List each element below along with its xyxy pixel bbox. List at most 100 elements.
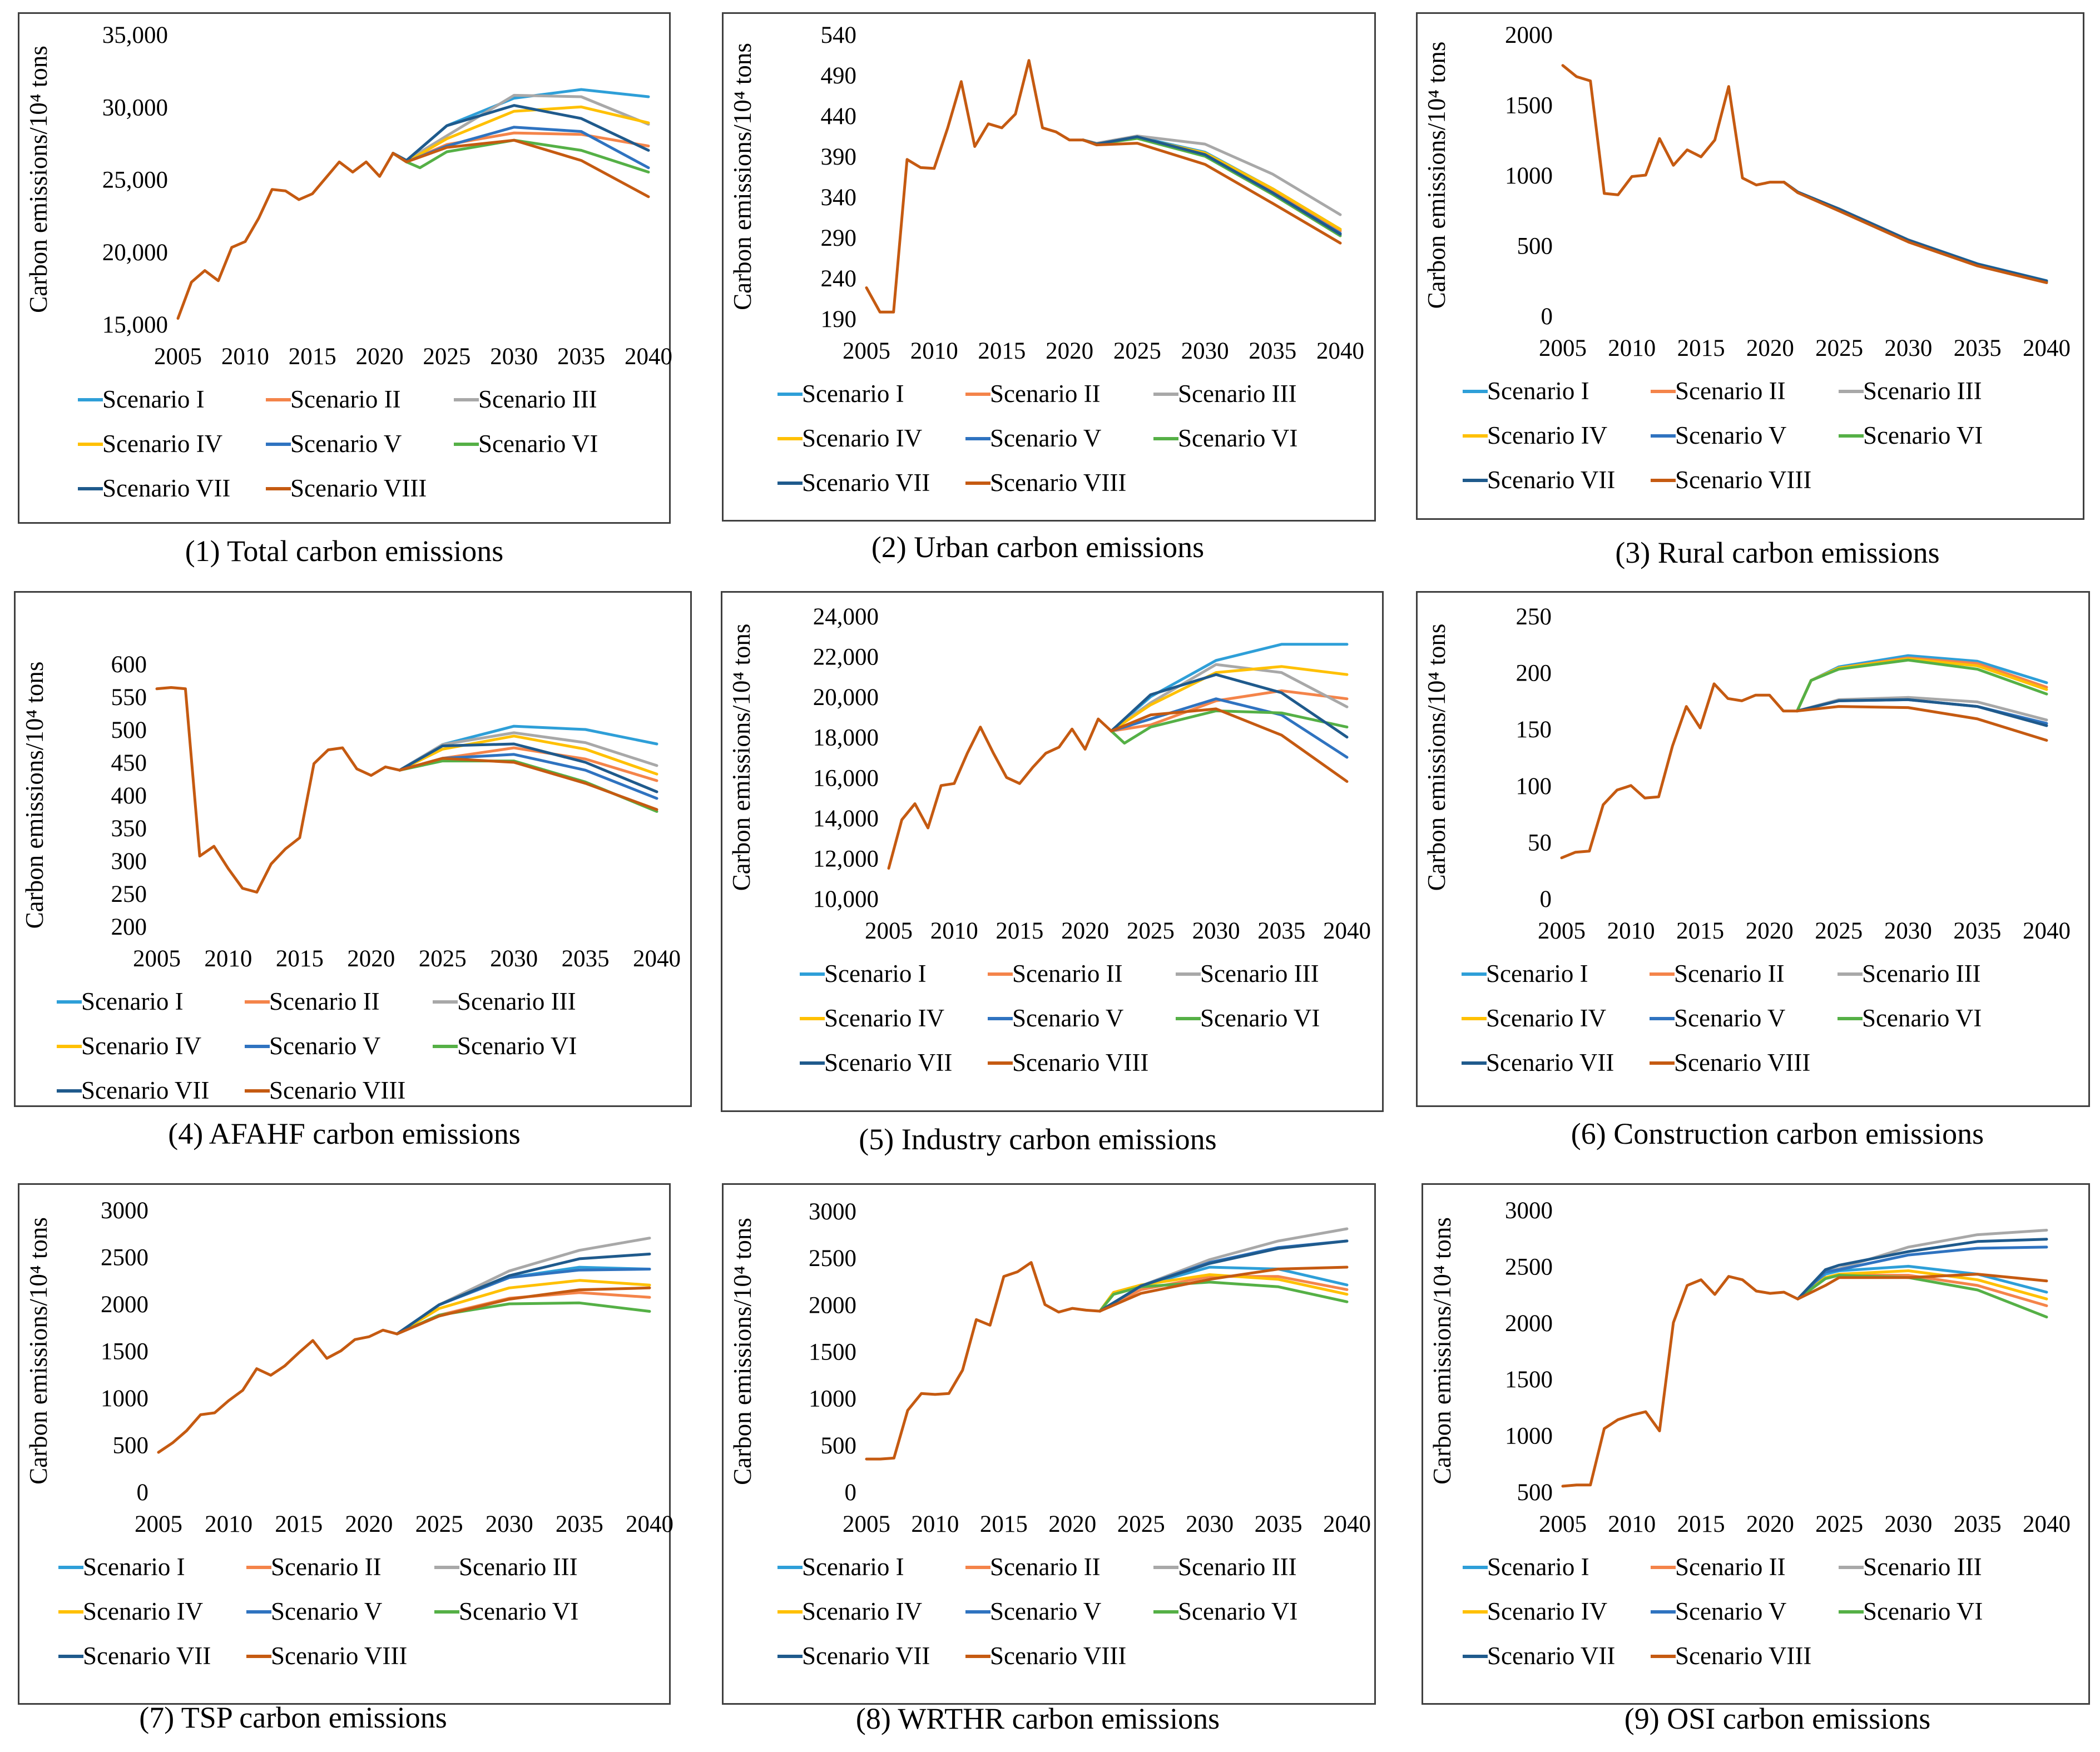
y-tick-label: 1000	[1505, 163, 1553, 189]
legend-label: Scenario II	[269, 987, 380, 1015]
x-tick-label: 2030	[1186, 1511, 1234, 1537]
legend-label: Scenario VIII	[1675, 1642, 1811, 1670]
x-tick-label: 2005	[843, 338, 890, 364]
y-tick-label: 1500	[101, 1339, 148, 1365]
y-tick-label: 190	[821, 306, 857, 332]
y-tick-label: 22,000	[813, 644, 879, 671]
legend-label: Scenario V	[290, 430, 402, 458]
y-tick-label: 340	[821, 185, 857, 211]
y-tick-label: 18,000	[813, 725, 879, 751]
x-tick-label: 2005	[865, 918, 913, 944]
y-tick-label: 1000	[809, 1386, 856, 1412]
legend-label: Scenario IV	[102, 430, 222, 458]
legend-label: Scenario II	[1674, 960, 1785, 987]
y-tick-label: 350	[111, 816, 147, 842]
y-tick-label: 12,000	[813, 846, 879, 872]
x-tick-label: 2010	[1608, 1511, 1656, 1537]
y-tick-label: 30,000	[102, 95, 168, 121]
legend-label: Scenario II	[271, 1553, 382, 1581]
y-tick-label: 540	[821, 22, 857, 48]
y-tick-label: 20,000	[813, 684, 879, 711]
y-axis-label: Carbon emissions/10⁴ tons	[727, 624, 755, 891]
series-line-scenario-vii	[1098, 1239, 1349, 1313]
legend-label: Scenario VIII	[290, 474, 427, 502]
x-tick-label: 2005	[1539, 335, 1587, 361]
legend-label: Scenario VI	[1200, 1004, 1320, 1032]
historical-line	[865, 59, 1084, 314]
legend-label: Scenario I	[1487, 1553, 1589, 1581]
chart-panel	[722, 12, 1376, 522]
legend-label: Scenario VII	[83, 1642, 211, 1670]
y-tick-label: 250	[111, 881, 147, 907]
legend-label: Scenario VII	[1486, 1049, 1614, 1076]
x-tick-label: 2010	[1607, 918, 1655, 944]
legend-label: Scenario IV	[81, 1032, 201, 1060]
x-tick-label: 2035	[1257, 918, 1305, 944]
y-axis-label: Carbon emissions/10⁴ tons	[24, 46, 52, 313]
x-tick-label: 2025	[1127, 918, 1175, 944]
legend-label: Scenario VII	[1487, 466, 1615, 494]
legend-label: Scenario VIII	[1012, 1049, 1148, 1076]
legend-label: Scenario IV	[802, 1597, 922, 1625]
x-tick-label: 2030	[1884, 918, 1932, 944]
series-line-scenario-vii	[1796, 1238, 2048, 1301]
y-tick-label: 390	[821, 144, 857, 170]
series-line-scenario-viii	[1782, 181, 2048, 284]
legend-label: Scenario VIII	[269, 1076, 405, 1104]
x-tick-label: 2020	[1746, 918, 1794, 944]
panel-caption: (3) Rural carbon emissions	[1615, 536, 1940, 569]
legend-label: Scenario III	[457, 987, 576, 1015]
legend-label: Scenario III	[1863, 377, 1982, 405]
panel-caption: (5) Industry carbon emissions	[859, 1123, 1217, 1156]
y-axis-label: Carbon emissions/10⁴ tons	[729, 1218, 756, 1485]
y-tick-label: 25,000	[102, 167, 168, 193]
series-line-scenario-iv	[398, 734, 658, 776]
panel-caption: (7) TSP carbon emissions	[139, 1701, 447, 1734]
x-tick-label: 2015	[1677, 335, 1725, 361]
x-tick-label: 2035	[556, 1511, 603, 1537]
legend-label: Scenario VIII	[990, 1642, 1126, 1670]
chart-panel	[1416, 591, 2090, 1107]
y-tick-label: 0	[1540, 886, 1552, 912]
y-tick-label: 400	[111, 783, 147, 809]
legend-label: Scenario I	[802, 1553, 904, 1581]
legend-label: Scenario III	[478, 385, 597, 413]
historical-line	[1561, 64, 1786, 196]
legend-label: Scenario V	[990, 424, 1101, 452]
legend-label: Scenario I	[81, 987, 184, 1015]
historical-line	[1560, 682, 1799, 860]
y-tick-label: 100	[1516, 773, 1552, 800]
x-tick-label: 2035	[1255, 1511, 1302, 1537]
historical-line	[865, 1261, 1102, 1461]
legend-label: Scenario I	[102, 385, 205, 413]
y-tick-label: 1500	[1505, 1367, 1553, 1393]
x-tick-label: 2040	[1316, 338, 1364, 364]
x-tick-label: 2020	[345, 1511, 393, 1537]
y-tick-label: 500	[1517, 234, 1553, 260]
legend-label: Scenario VIII	[1674, 1049, 1810, 1076]
x-tick-label: 2010	[910, 338, 958, 364]
legend-label: Scenario II	[1675, 1553, 1786, 1581]
legend-label: Scenario IV	[1487, 1597, 1607, 1625]
legend-label: Scenario VI	[1178, 1597, 1297, 1625]
legend-label: Scenario V	[990, 1597, 1101, 1625]
y-tick-label: 2500	[101, 1245, 148, 1271]
x-tick-label: 2020	[1061, 918, 1109, 944]
chart-panel	[1422, 1183, 2090, 1705]
legend-label: Scenario VIII	[1675, 466, 1811, 494]
y-tick-label: 3000	[1505, 1198, 1553, 1224]
x-tick-label: 2015	[995, 918, 1043, 944]
x-tick-label: 2015	[1676, 918, 1724, 944]
x-tick-label: 2025	[1815, 918, 1863, 944]
series-line-scenario-vi	[1110, 709, 1349, 745]
y-tick-label: 20,000	[102, 240, 168, 266]
legend-label: Scenario III	[1178, 1553, 1297, 1581]
y-tick-label: 1500	[809, 1339, 856, 1366]
x-tick-label: 2015	[276, 946, 324, 972]
panel-caption: (6) Construction carbon emissions	[1571, 1117, 1984, 1150]
legend-label: Scenario VII	[81, 1076, 209, 1104]
